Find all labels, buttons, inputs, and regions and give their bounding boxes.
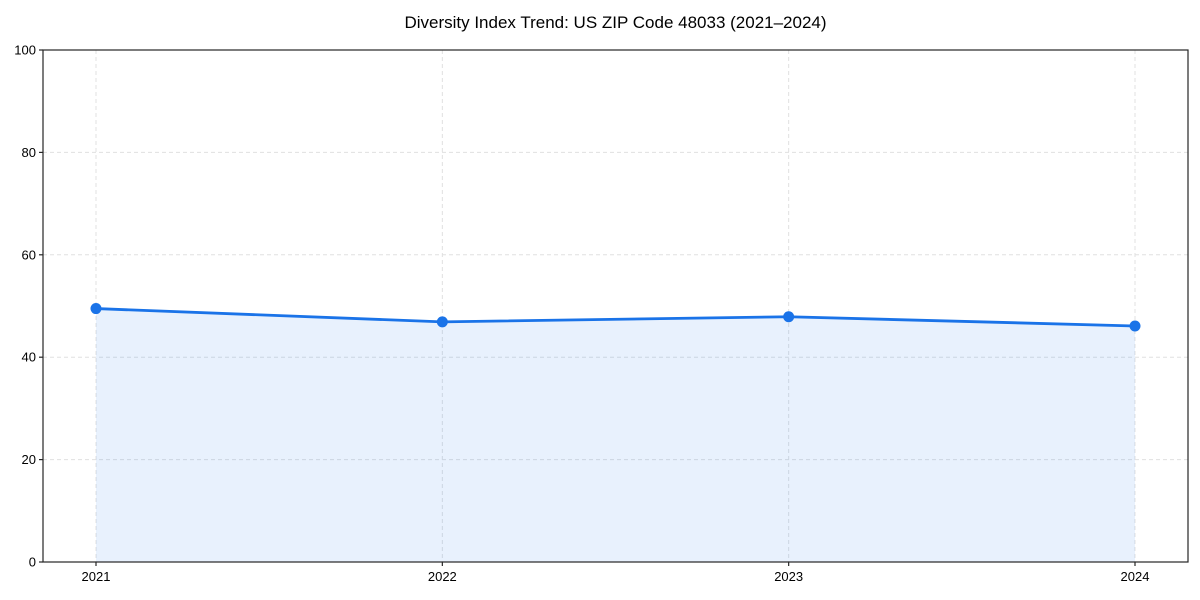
data-point-2024 — [1129, 320, 1141, 332]
y-tick-label: 80 — [22, 145, 36, 160]
chart-title: Diversity Index Trend: US ZIP Code 48033… — [404, 13, 827, 32]
x-tick-label: 2024 — [1121, 569, 1150, 584]
x-tick-label: 2022 — [428, 569, 457, 584]
x-tick-label: 2023 — [774, 569, 803, 584]
plot-border — [42, 49, 1189, 563]
area-fill — [96, 308, 1135, 562]
y-tick-label: 0 — [29, 555, 36, 570]
y-tick-label: 60 — [22, 247, 36, 262]
y-tick-label: 100 — [14, 43, 36, 58]
y-tick-label: 40 — [22, 350, 36, 365]
x-tick-label: 2021 — [82, 569, 111, 584]
data-point-2023 — [783, 311, 795, 323]
y-tick-label: 20 — [22, 452, 36, 467]
trend-line — [94, 307, 1137, 328]
data-point-2022 — [436, 316, 448, 328]
data-point-2021 — [90, 303, 102, 315]
